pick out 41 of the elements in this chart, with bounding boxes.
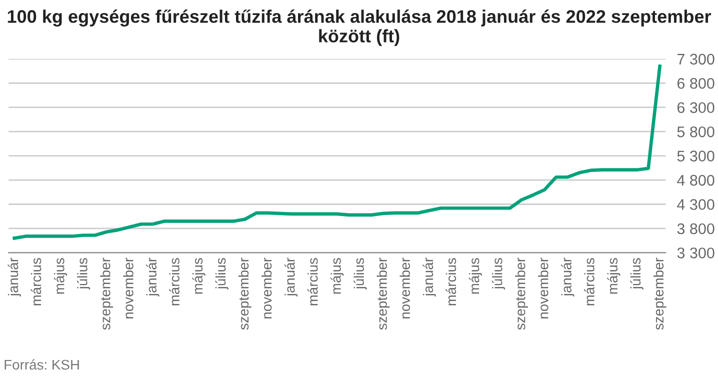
x-tick-label: május: [192, 258, 206, 294]
x-tick-label: szeptember: [515, 258, 528, 330]
y-tick-label: 3 800: [677, 223, 714, 234]
x-tick-label: július: [492, 258, 506, 290]
x-tick-label: március: [446, 258, 456, 306]
x-tick-label: március: [584, 258, 594, 306]
y-tick-label: 4 800: [677, 174, 714, 186]
x-tick-label: január: [146, 258, 160, 297]
x-tick-label: november: [123, 258, 134, 318]
x-tick-label: november: [538, 258, 548, 318]
x-tick-label: július: [215, 258, 228, 290]
x-tick-label: május: [607, 258, 620, 294]
x-tick-label: szeptember: [376, 258, 390, 330]
x-tick-label: november: [261, 258, 272, 318]
x-tick-label: május: [468, 258, 482, 294]
x-tick-label: szeptember: [653, 258, 666, 330]
y-tick-label: 3 300: [677, 248, 714, 258]
x-tick-label: március: [169, 258, 180, 306]
line-series: [12, 64, 662, 240]
y-tick-label: 5 800: [677, 126, 714, 138]
x-tick-label: január: [561, 258, 574, 297]
text: Forrás: KSH: [4, 359, 79, 370]
y-tick-label: 7 300: [677, 54, 714, 65]
x-tick-label: szeptember: [100, 258, 114, 330]
x-tick-label: július: [354, 258, 367, 290]
x-tick-label: szeptember: [238, 258, 252, 330]
x-tick-label: május: [330, 258, 344, 294]
y-tick-label: 4 300: [677, 199, 714, 210]
x-tick-label: január: [284, 258, 298, 297]
x-tick-label: július: [76, 258, 90, 290]
y-tick-label: 5 300: [677, 150, 714, 162]
chart-title: 100 kg egységes fűrészelt tűzifa árának alakulása 2018 január és 2022 szeptember között (ft): [8, 10, 712, 46]
y-tick-label: 6 300: [677, 102, 714, 114]
x-tick-label: január: [422, 258, 436, 297]
x-tick-label: március: [307, 258, 318, 306]
x-tick-label: november: [400, 258, 410, 318]
x-tick-label: május: [54, 258, 68, 294]
x-tick-label: július: [630, 258, 644, 290]
x-tick-label: január: [8, 258, 21, 297]
y-tick-label: 6 800: [677, 78, 714, 89]
x-tick-label: március: [30, 258, 42, 306]
